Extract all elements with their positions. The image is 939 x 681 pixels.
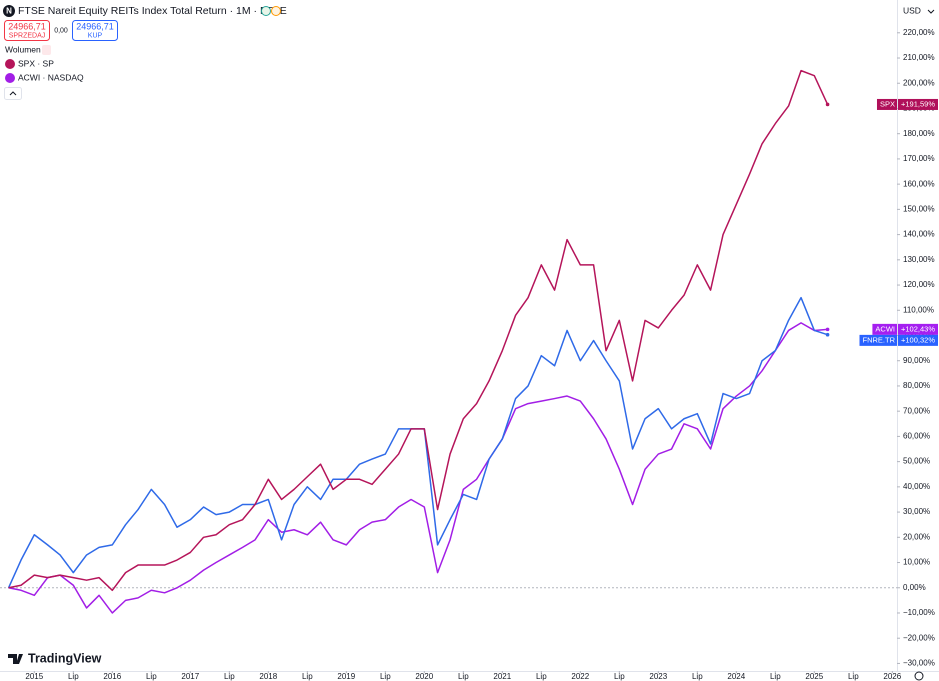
y-tick-label: −10,00% xyxy=(903,608,935,617)
symbol-logo-letter: N xyxy=(6,7,12,16)
series-tag-name: SPX xyxy=(880,99,895,108)
x-tick-label: 2022 xyxy=(571,672,589,681)
y-tick-label: 130,00% xyxy=(903,255,935,264)
y-tick-label: 110,00% xyxy=(903,305,934,314)
x-tick-label: 2015 xyxy=(25,672,43,681)
y-tick-label: 210,00% xyxy=(903,53,935,62)
chevron-icon xyxy=(9,91,17,96)
x-tick-label: 2025 xyxy=(805,672,823,681)
y-tick-label: 30,00% xyxy=(903,507,930,516)
chart-title: FTSE Nareit Equity REITs Index Total Ret… xyxy=(18,5,287,17)
series-tag xyxy=(876,98,897,110)
value-tag xyxy=(898,323,938,335)
dropdown-icon xyxy=(927,9,935,14)
y-tick-label: −30,00% xyxy=(903,659,935,668)
series-tag-name: FNRE.TR xyxy=(863,335,896,344)
x-tick-label: 2021 xyxy=(493,672,511,681)
legend-label: SPX · SP xyxy=(18,58,54,68)
value-tag-label: +102,43% xyxy=(901,324,935,333)
value-tag-label: +100,32% xyxy=(901,335,935,344)
last-point xyxy=(825,332,830,337)
volume-warning[interactable] xyxy=(42,45,51,55)
series-tag xyxy=(872,323,897,335)
x-tick-label: Lip xyxy=(848,672,859,681)
y-tick-label: 60,00% xyxy=(903,432,930,441)
x-tick-label: 2023 xyxy=(649,672,667,681)
x-tick-label: 2020 xyxy=(415,672,433,681)
buy-price: 24966,71 xyxy=(76,21,114,31)
x-tick-label: Lip xyxy=(380,672,391,681)
sell-label: SPRZEDAJ xyxy=(9,32,46,39)
y-tick-label: 180,00% xyxy=(903,129,935,138)
sell-price: 24966,71 xyxy=(8,21,46,31)
spread: 0,00 xyxy=(54,27,68,34)
delay-status xyxy=(271,6,281,16)
x-tick-label: Lip xyxy=(692,672,703,681)
y-tick-label: 170,00% xyxy=(903,154,935,163)
value-tag xyxy=(898,98,938,110)
series-line xyxy=(8,69,829,592)
sell-button[interactable] xyxy=(4,20,50,41)
symbol-logo xyxy=(3,5,15,17)
y-tick-label: 20,00% xyxy=(903,532,930,541)
y-tick-label: 80,00% xyxy=(903,381,930,390)
last-point xyxy=(825,327,830,332)
x-tick-label: Lip xyxy=(458,672,469,681)
y-tick-label: 50,00% xyxy=(903,457,930,466)
y-tick-label: 70,00% xyxy=(903,406,930,415)
x-tick-label: 2018 xyxy=(259,672,277,681)
x-tick-label: 2024 xyxy=(727,672,745,681)
legend-icon xyxy=(5,59,15,69)
value-tag xyxy=(898,334,938,346)
last-point xyxy=(825,102,830,107)
x-tick-label: Lip xyxy=(224,672,235,681)
x-tick-label: Lip xyxy=(68,672,79,681)
x-tick-label: Lip xyxy=(302,672,313,681)
y-tick-label: 40,00% xyxy=(903,482,930,491)
series-tag xyxy=(859,334,897,346)
legend-label: ACWI · NASDAQ xyxy=(18,72,84,82)
y-tick-label: 160,00% xyxy=(903,179,935,188)
x-tick-label: 2017 xyxy=(181,672,199,681)
logo-mark xyxy=(8,654,23,664)
x-tick-label: Lip xyxy=(536,672,547,681)
y-tick-label: 10,00% xyxy=(903,558,930,567)
series-tag-name: ACWI xyxy=(875,324,895,333)
x-tick-label: Lip xyxy=(770,672,781,681)
x-tick-label: Lip xyxy=(146,672,157,681)
x-tick-label: 2026 xyxy=(883,672,901,681)
x-tick-label: 2016 xyxy=(103,672,121,681)
y-tick-label: 120,00% xyxy=(903,280,935,289)
volume-label: Wolumen xyxy=(5,44,41,54)
settings-icon[interactable] xyxy=(914,671,924,681)
legend-icon xyxy=(5,73,15,83)
market-status xyxy=(261,6,271,16)
x-tick-label: Lip xyxy=(614,672,625,681)
y-tick-label: 90,00% xyxy=(903,356,930,365)
currency[interactable]: USD xyxy=(903,5,921,15)
value-tag-label: +191,59% xyxy=(901,99,935,108)
collapse-button[interactable] xyxy=(4,87,22,100)
logo-text: TradingView xyxy=(28,651,102,665)
y-tick-label: 140,00% xyxy=(903,230,935,239)
y-tick-label: 0,00% xyxy=(903,583,926,592)
y-tick-label: −20,00% xyxy=(903,633,935,642)
y-tick-label: 150,00% xyxy=(903,204,935,213)
x-tick-label: 2019 xyxy=(337,672,355,681)
y-tick-label: 200,00% xyxy=(903,78,935,87)
buy-button[interactable] xyxy=(72,20,118,41)
series-line xyxy=(8,322,828,614)
y-tick-label: 220,00% xyxy=(903,28,935,37)
buy-label: KUP xyxy=(88,32,103,39)
